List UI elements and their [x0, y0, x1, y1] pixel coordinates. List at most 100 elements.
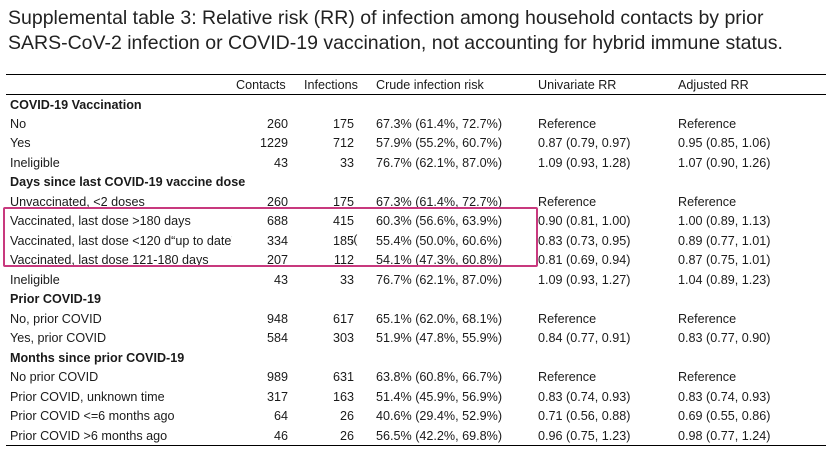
crude-risk-cell: 56.5% (42.2%, 69.8%)	[372, 426, 534, 446]
table-title: Supplemental table 3: Relative risk (RR)…	[8, 7, 783, 54]
table-row: Prior COVID >6 months ago 46 26 56.5% (42.2…	[6, 426, 826, 446]
crude-risk-cell: 65.1% (62.0%, 68.1%)	[376, 311, 503, 326]
contacts-cell: 317	[266, 389, 288, 404]
table-row: Prior COVID, unknown time 317 163 51.4% (45…	[6, 387, 826, 407]
infections-cell: 415	[332, 214, 354, 229]
adjusted-rr-cell: 0.83 (0.74, 0.93)	[678, 389, 771, 404]
header-crude-risk: Crude infection risk	[372, 74, 534, 95]
section-row: Prior COVID-19	[6, 290, 826, 310]
infections-cell: 303	[332, 331, 354, 346]
univariate-rr-cell: 0.96 (0.75, 1.23)	[534, 426, 674, 446]
section-row: COVID-19 Vaccination	[6, 95, 826, 115]
table-row: Prior COVID <=6 months ago 64 26 40.6% (29.…	[6, 407, 826, 427]
crude-risk-cell: 60.3% (56.6%, 63.9%)	[376, 214, 503, 229]
univariate-rr-cell: Reference	[538, 311, 597, 326]
crude-risk-cell: 67.3% (61.4%, 72.7%)	[376, 116, 503, 131]
crude-risk-cell: 63.8% (60.8%, 66.7%)	[376, 370, 503, 385]
row-label: Ineligible	[10, 272, 60, 287]
univariate-rr-cell: Reference	[538, 370, 597, 385]
header-row: Contacts Infections Crude infection risk…	[6, 74, 826, 95]
contacts-cell: 43	[273, 272, 288, 287]
table-row: No prior COVID 989 631 63.8% (60.8%, 66.7%)…	[6, 368, 826, 388]
row-label: Prior COVID, unknown time	[10, 389, 165, 404]
table-row: Ineligible 43 33 76.7% (62.1%, 87.0%) 1.09 (…	[6, 153, 826, 173]
univariate-rr-cell: 0.83 (0.74, 0.93)	[538, 389, 631, 404]
contacts-cell: 688	[266, 214, 288, 229]
infections-cell: 185	[332, 233, 354, 248]
adjusted-rr-cell: 1.00 (0.89, 1.13)	[678, 214, 771, 229]
contacts-cell: 260	[266, 116, 288, 131]
crude-risk-cell: 67.3% (61.4%, 72.7%)	[376, 194, 503, 209]
table-header: Contacts Infections Crude infection risk…	[6, 74, 826, 95]
crude-risk-cell: 76.7% (62.1%, 87.0%)	[376, 272, 503, 287]
crude-risk-cell: 40.6% (29.4%, 52.9%)	[376, 409, 503, 424]
header-infections: Infections	[300, 74, 372, 95]
infections-cell: 175	[332, 116, 354, 131]
infections-cell: 26	[339, 409, 354, 424]
adjusted-rr-cell: 0.95 (0.85, 1.06)	[678, 136, 771, 151]
univariate-rr-cell: 0.83 (0.73, 0.95)	[538, 233, 631, 248]
infections-cell: 175	[332, 194, 354, 209]
crude-risk-cell: 51.9% (47.8%, 55.9%)	[376, 331, 503, 346]
contacts-cell: 334	[266, 233, 288, 248]
row-label: Vaccinated, last dose 121-180 days	[10, 253, 209, 268]
section-heading: Days since last COVID-19 vaccine dose	[10, 175, 246, 190]
univariate-rr-cell: Reference	[538, 194, 597, 209]
contacts-cell: 584	[266, 331, 288, 346]
row-label: Yes, prior COVID	[10, 331, 107, 346]
infections-cell: 631	[332, 370, 354, 385]
table-row: Vaccinated, last dose 121-180 days 207 112…	[6, 251, 826, 271]
header-label	[6, 74, 232, 95]
adjusted-rr-cell: 1.04 (0.89, 1.23)	[678, 272, 771, 287]
table-row: Yes 1229 712 57.9% (55.2%, 60.7%) 0.87 (0.79…	[6, 134, 826, 154]
row-label: No prior COVID	[10, 370, 99, 385]
section-heading: Prior COVID-19	[10, 292, 101, 307]
univariate-rr-cell: 0.87 (0.79, 0.97)	[538, 136, 631, 151]
table-row: Unvaccinated, <2 doses 260 175 67.3% (61.4%…	[6, 192, 826, 212]
contacts-cell: 46	[232, 426, 300, 446]
table-row: No 260 175 67.3% (61.4%, 72.7%) Reference Ref…	[6, 114, 826, 134]
results-table: Contacts Infections Crude infection risk…	[6, 74, 826, 446]
header-univariate-rr: Univariate RR	[534, 74, 674, 95]
crude-risk-cell: 76.7% (62.1%, 87.0%)	[376, 155, 503, 170]
adjusted-rr-cell: 0.98 (0.77, 1.24)	[674, 426, 826, 446]
contacts-cell: 989	[266, 370, 288, 385]
infections-cell: 112	[333, 253, 354, 268]
row-label: No, prior COVID	[10, 311, 102, 326]
row-label: Ineligible	[10, 155, 60, 170]
adjusted-rr-cell: 1.07 (0.90, 1.26)	[678, 155, 771, 170]
section-heading: COVID-19 Vaccination	[10, 97, 142, 112]
contacts-cell: 260	[266, 194, 288, 209]
contacts-cell: 1229	[259, 136, 288, 151]
table-row: Vaccinated, last dose <120 d“up to date”…	[6, 231, 826, 251]
infections-cell: 617	[332, 311, 354, 326]
crude-risk-cell: 57.9% (55.2%, 60.7%)	[376, 136, 503, 151]
header-contacts: Contacts	[232, 74, 300, 95]
infections-cell: 163	[332, 389, 354, 404]
adjusted-rr-cell: 0.69 (0.55, 0.86)	[678, 409, 771, 424]
section-row: Months since prior COVID-19	[6, 348, 826, 368]
infections-cell: 33	[339, 155, 354, 170]
adjusted-rr-cell: Reference	[678, 370, 737, 385]
contacts-cell: 64	[273, 409, 288, 424]
table-row: Vaccinated, last dose >180 days 688 415 60.…	[6, 212, 826, 232]
adjusted-rr-cell: Reference	[678, 194, 737, 209]
infections-cell: 33	[339, 272, 354, 287]
row-label: Vaccinated, last dose >180 days	[10, 214, 191, 229]
table-row: Ineligible 43 33 76.7% (62.1%, 87.0%) 1.09 (…	[6, 270, 826, 290]
univariate-rr-cell: 1.09 (0.93, 1.27)	[538, 272, 631, 287]
univariate-rr-cell: 0.84 (0.77, 0.91)	[538, 331, 631, 346]
contacts-cell: 43	[273, 155, 288, 170]
adjusted-rr-cell: 0.83 (0.77, 0.90)	[678, 331, 771, 346]
adjusted-rr-cell: 0.87 (0.75, 1.01)	[678, 253, 771, 268]
crude-risk-cell: 54.1% (47.3%, 60.8%)	[376, 253, 503, 268]
section-row: Days since last COVID-19 vaccine dose	[6, 173, 826, 193]
row-label: No	[10, 116, 27, 131]
section-heading: Months since prior COVID-19	[10, 350, 185, 365]
table-row: No, prior COVID 948 617 65.1% (62.0%, 68.1%…	[6, 309, 826, 329]
crude-risk-cell: 51.4% (45.9%, 56.9%)	[376, 389, 503, 404]
row-label: Unvaccinated, <2 doses	[10, 194, 145, 209]
sad-face-annotation: :(	[350, 232, 358, 246]
table-body: COVID-19 Vaccination No 260 175 67.3% (61.4%…	[6, 95, 826, 446]
results-table-container: Contacts Infections Crude infection risk…	[6, 74, 826, 446]
